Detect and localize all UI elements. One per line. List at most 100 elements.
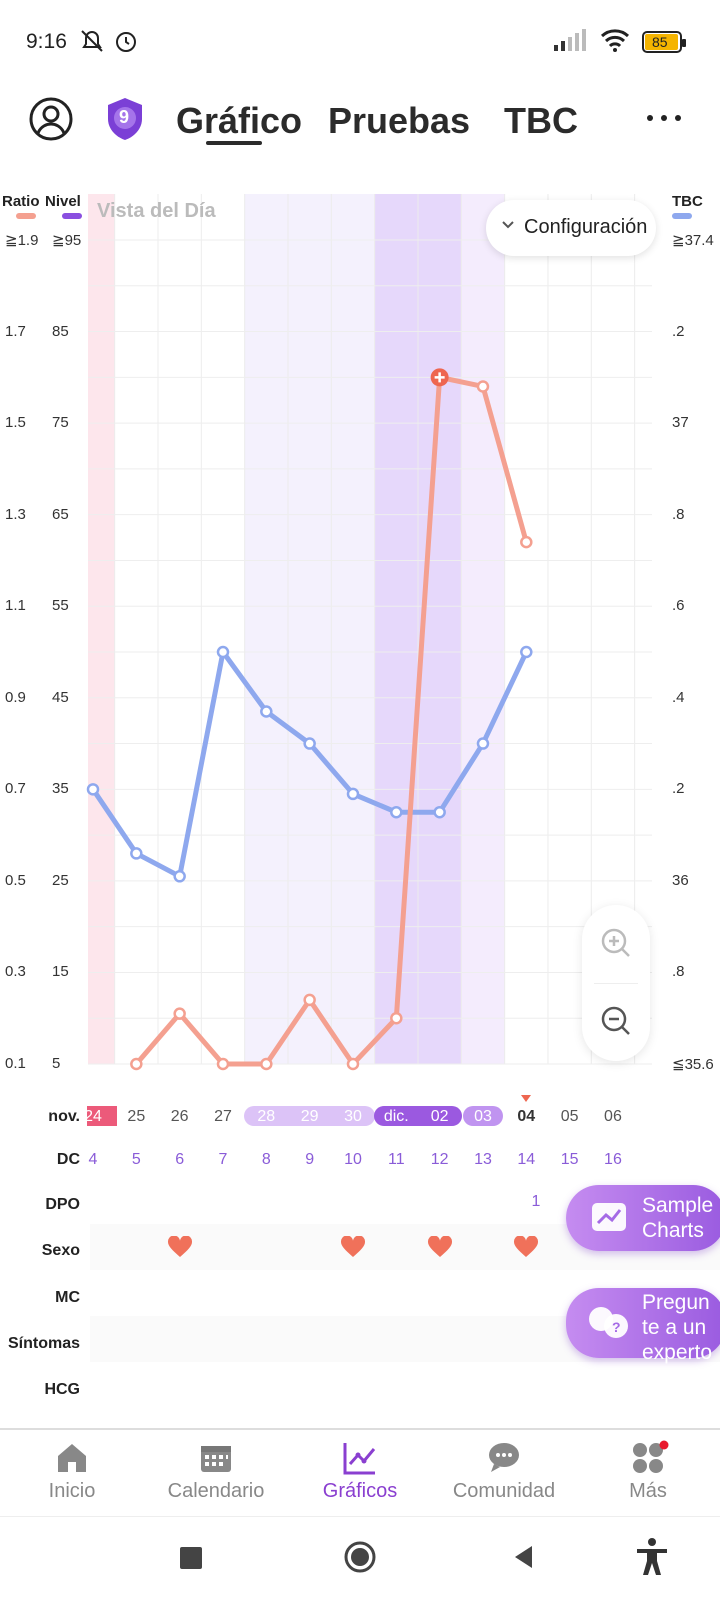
tbc-series-point: [346, 787, 360, 801]
ratio-tick-label: 1.3: [5, 505, 26, 523]
sample-chart-icon: [592, 1203, 626, 1231]
tbc-tick-label: ≦35.6: [672, 1056, 714, 1073]
date-label[interactable]: 27: [214, 1108, 232, 1125]
fertile-band: [244, 194, 375, 1064]
date-label[interactable]: 03: [474, 1108, 492, 1125]
date-label[interactable]: 30: [344, 1108, 362, 1125]
date-label[interactable]: 04: [517, 1108, 536, 1125]
tbc-series-point: [303, 737, 316, 750]
cycle-day-label: 12: [430, 1151, 449, 1168]
profile-icon[interactable]: [28, 96, 74, 142]
ovulation-date-pill: [374, 1106, 462, 1126]
tbc-series-point: [260, 705, 273, 718]
cycle-day-label: 10: [344, 1151, 362, 1168]
home-system-icon[interactable]: [342, 1539, 378, 1575]
cycle-day-label: 7: [218, 1151, 228, 1168]
date-label[interactable]: 24: [84, 1108, 102, 1125]
tbc-tick-label: .8: [672, 505, 685, 523]
ask-expert-button[interactable]: ? Pregun te a un experto: [566, 1288, 720, 1364]
nav-label-inicio: Inicio: [48, 1480, 96, 1502]
nav-mas[interactable]: Más: [576, 1430, 720, 1518]
row-label-hcg: HCG: [44, 1381, 80, 1398]
tbc-series-point: [173, 870, 186, 883]
cycle-day-label: 5: [131, 1151, 141, 1168]
ratio-legend-marker: [16, 213, 36, 219]
date-label[interactable]: 25: [127, 1108, 146, 1125]
level-tick-label: ≧95: [52, 232, 82, 249]
post-ovulation-date-pill: [462, 1106, 503, 1126]
configuration-label: Configuración: [524, 216, 648, 238]
row-label-month: nov.: [48, 1108, 80, 1125]
tbc-series-point: [390, 805, 403, 819]
cycle-day-label: 9: [305, 1151, 315, 1168]
tbc-tick-label: .6: [672, 597, 685, 615]
tbc-tick-label: .2: [672, 780, 685, 798]
bell-off-icon: [81, 30, 103, 52]
level-badge-icon[interactable]: 9: [104, 96, 146, 142]
fertile-date-pill: [244, 1106, 375, 1126]
zoom-in-icon[interactable]: [598, 925, 634, 961]
nav-inicio[interactable]: Inicio: [0, 1430, 144, 1518]
ratio-tick-label: ≧1.9: [5, 232, 39, 249]
ratio-tick-label: 1.5: [5, 414, 26, 432]
zoom-divider: [594, 983, 638, 984]
date-label[interactable]: 05: [560, 1108, 579, 1125]
tab-pruebas[interactable]: Pruebas: [328, 100, 471, 141]
date-label[interactable]: 29: [300, 1108, 319, 1125]
ratio-tick-label: 1.1: [5, 597, 26, 615]
home-icon: [58, 1444, 86, 1472]
recent-apps-button[interactable]: [180, 1547, 202, 1569]
date-label[interactable]: 02: [430, 1108, 449, 1125]
axis-head-ratio: Ratio: [2, 193, 40, 210]
ask-expert-label: Pregun te a un experto: [642, 1291, 713, 1364]
sample-charts-button[interactable]: Sample Charts: [566, 1185, 720, 1251]
row-label-dpo: DPO: [45, 1196, 80, 1213]
back-icon[interactable]: [510, 1543, 538, 1571]
nav-calendario[interactable]: Calendario: [144, 1430, 288, 1518]
level-series-line: [133, 374, 529, 1067]
date-label[interactable]: 28: [257, 1108, 276, 1125]
configuration-button[interactable]: Configuración: [486, 200, 656, 256]
cycle-day-label: 6: [175, 1151, 185, 1168]
cycle-day-label: 16: [604, 1151, 622, 1168]
tab-tbc[interactable]: TBC: [504, 100, 578, 141]
heart-icon[interactable]: [167, 1235, 193, 1263]
accessibility-icon[interactable]: [634, 1537, 670, 1577]
nav-label-comunidad: Comunidad: [452, 1480, 556, 1502]
period-band: [88, 194, 115, 1064]
ratio-tick-label: 0.9: [5, 688, 26, 706]
tbc-legend-marker: [672, 213, 692, 219]
date-label[interactable]: 06: [604, 1108, 622, 1125]
zoom-controls: [582, 905, 650, 1061]
period-date-pill: [87, 1106, 117, 1126]
heart-icon[interactable]: [513, 1235, 539, 1263]
ask-expert-icon: ?: [589, 1307, 628, 1338]
more-options-icon[interactable]: [644, 112, 684, 124]
level-series-point: [520, 535, 533, 549]
cycle-day-label: 4: [88, 1151, 98, 1168]
tab-grafico[interactable]: Gráfico: [176, 100, 303, 141]
level-series-point: [216, 1057, 230, 1071]
level-tick-label: 85: [52, 322, 69, 340]
heart-icon[interactable]: [427, 1235, 453, 1263]
cycle-chart[interactable]: [0, 190, 720, 1120]
nav-comunidad[interactable]: Comunidad: [432, 1430, 576, 1518]
nav-graficos[interactable]: Gráficos: [288, 1430, 432, 1518]
chevron-down-icon: [502, 221, 514, 229]
status-bar: 9:16 85: [0, 0, 720, 86]
cycle-day-label: 13: [474, 1151, 492, 1168]
day-view-label: Vista del Día: [97, 200, 216, 222]
alarm-icon: [116, 32, 136, 52]
date-label[interactable]: 26: [170, 1108, 189, 1125]
level-series-point: [260, 1057, 273, 1071]
tbc-series-point: [130, 847, 143, 860]
battery-icon: 85: [642, 31, 686, 53]
heart-icon[interactable]: [340, 1235, 366, 1263]
cycle-day-label: 14: [517, 1151, 536, 1168]
level-series-point: [173, 1007, 186, 1020]
tbc-tick-label: .4: [672, 688, 685, 706]
zoom-out-icon[interactable]: [598, 1003, 634, 1039]
cycle-day-label: 11: [387, 1151, 405, 1168]
date-label[interactable]: dic.: [383, 1108, 409, 1125]
chart-icon: [343, 1443, 376, 1475]
